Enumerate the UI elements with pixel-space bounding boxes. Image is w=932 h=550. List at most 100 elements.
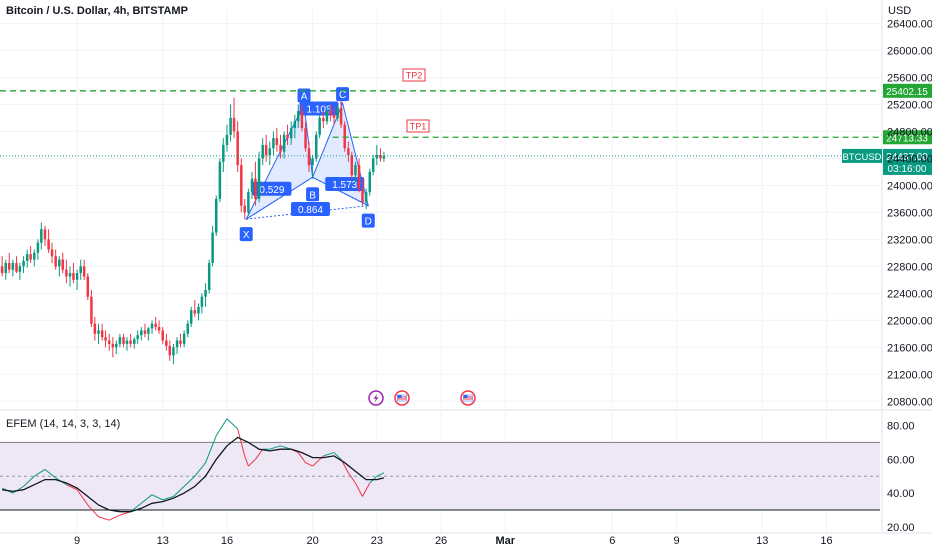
candle[interactable] [261, 138, 264, 166]
candle[interactable] [182, 330, 186, 348]
candle[interactable] [104, 330, 107, 348]
candle[interactable] [289, 121, 293, 145]
target-price-label[interactable]: 25402.15 [883, 83, 932, 98]
candle[interactable] [361, 178, 364, 206]
candle[interactable] [100, 323, 104, 341]
candle[interactable] [65, 259, 68, 284]
target-price-label[interactable]: 24713.33 [883, 130, 932, 145]
us-flag-icon[interactable] [460, 390, 476, 406]
candle[interactable] [339, 101, 343, 129]
pattern-point-a[interactable]: A [297, 88, 311, 103]
candle[interactable] [325, 107, 329, 125]
candle[interactable] [193, 300, 197, 317]
candle[interactable] [318, 114, 321, 139]
candle[interactable] [47, 229, 50, 253]
candle[interactable] [186, 320, 190, 338]
candle[interactable] [4, 259, 8, 280]
candle[interactable] [61, 252, 64, 274]
candle[interactable] [197, 303, 200, 321]
candle[interactable] [132, 337, 136, 349]
candle[interactable] [347, 141, 350, 162]
candle[interactable] [86, 273, 90, 301]
pattern-ratio-label[interactable]: 0.529 [252, 181, 292, 196]
candle[interactable] [97, 323, 100, 344]
candle[interactable] [111, 337, 115, 358]
candle[interactable] [379, 148, 382, 162]
pattern-ratio-label[interactable]: 1.573 [325, 177, 365, 192]
candle[interactable] [143, 323, 147, 338]
candle[interactable] [43, 225, 47, 247]
candle[interactable] [72, 262, 75, 284]
candle[interactable] [175, 337, 179, 355]
candle[interactable] [272, 131, 275, 156]
candle[interactable] [207, 259, 211, 294]
candle[interactable] [250, 171, 254, 199]
candle[interactable] [58, 256, 61, 277]
candle[interactable] [286, 124, 289, 145]
candle[interactable] [314, 131, 318, 162]
candle[interactable] [307, 141, 311, 172]
pattern-ratio-label[interactable]: 1.108 [299, 101, 339, 116]
candle[interactable] [300, 104, 304, 132]
candle[interactable] [140, 327, 143, 341]
candle[interactable] [311, 155, 314, 179]
candle[interactable] [154, 316, 157, 331]
candle[interactable] [93, 316, 97, 341]
candle[interactable] [282, 131, 286, 159]
candle[interactable] [18, 262, 22, 280]
candle[interactable] [279, 134, 282, 159]
candle[interactable] [40, 222, 43, 250]
candle[interactable] [118, 333, 122, 348]
oscillator-lines[interactable] [1, 418, 385, 521]
candle[interactable] [232, 97, 236, 139]
candle[interactable] [79, 259, 82, 280]
candle[interactable] [322, 111, 325, 129]
time-axis[interactable]: 9 13 16 20 23 26 Mar 6 9 13 16 [74, 535, 833, 547]
harmonic-pattern[interactable]: X A B C D 0.529 1.108 1.573 0.864 [239, 87, 375, 242]
oscillator-slow-line[interactable] [1, 436, 385, 513]
candlestick-series[interactable] [0, 97, 386, 365]
candle[interactable] [179, 333, 182, 348]
candle[interactable] [147, 327, 150, 341]
oscillator-axis[interactable]: 80.00 60.00 40.00 20.00 [887, 421, 915, 534]
candle[interactable] [15, 256, 18, 274]
us-flag-icon[interactable] [394, 390, 410, 406]
candle[interactable] [368, 168, 372, 196]
candle[interactable] [371, 155, 375, 176]
candle[interactable] [211, 225, 214, 267]
candle[interactable] [204, 283, 207, 307]
candle[interactable] [82, 259, 86, 280]
target-tag-tp2[interactable]: TP2 [402, 68, 426, 82]
candle[interactable] [172, 343, 175, 365]
candle[interactable] [229, 104, 232, 142]
candle[interactable] [50, 242, 54, 263]
candle[interactable] [254, 161, 257, 206]
candle[interactable] [343, 121, 346, 152]
candle[interactable] [122, 333, 125, 348]
candle[interactable] [189, 306, 193, 328]
candle[interactable] [336, 104, 339, 122]
candle[interactable] [268, 141, 272, 166]
candle[interactable] [243, 198, 246, 220]
candle[interactable] [329, 104, 332, 122]
pattern-point-d[interactable]: D [361, 213, 375, 228]
candle[interactable] [200, 293, 204, 314]
pattern-point-c[interactable]: C [336, 87, 350, 102]
candle[interactable] [332, 107, 336, 125]
target-tag-tp1[interactable]: TP1 [406, 119, 430, 133]
event-markers[interactable] [368, 390, 476, 406]
candle[interactable] [222, 138, 225, 172]
candle[interactable] [215, 195, 218, 236]
candle[interactable] [357, 158, 361, 193]
candle[interactable] [354, 161, 357, 183]
candle[interactable] [136, 330, 139, 344]
candle[interactable] [90, 289, 93, 328]
candle[interactable] [29, 246, 32, 263]
target-lines[interactable]: TP225402.15TP124713.3324437.0003:16:00BT… [0, 68, 932, 175]
candle[interactable] [240, 158, 243, 213]
candle[interactable] [150, 320, 154, 334]
candle[interactable] [275, 128, 279, 152]
candle[interactable] [161, 327, 164, 344]
